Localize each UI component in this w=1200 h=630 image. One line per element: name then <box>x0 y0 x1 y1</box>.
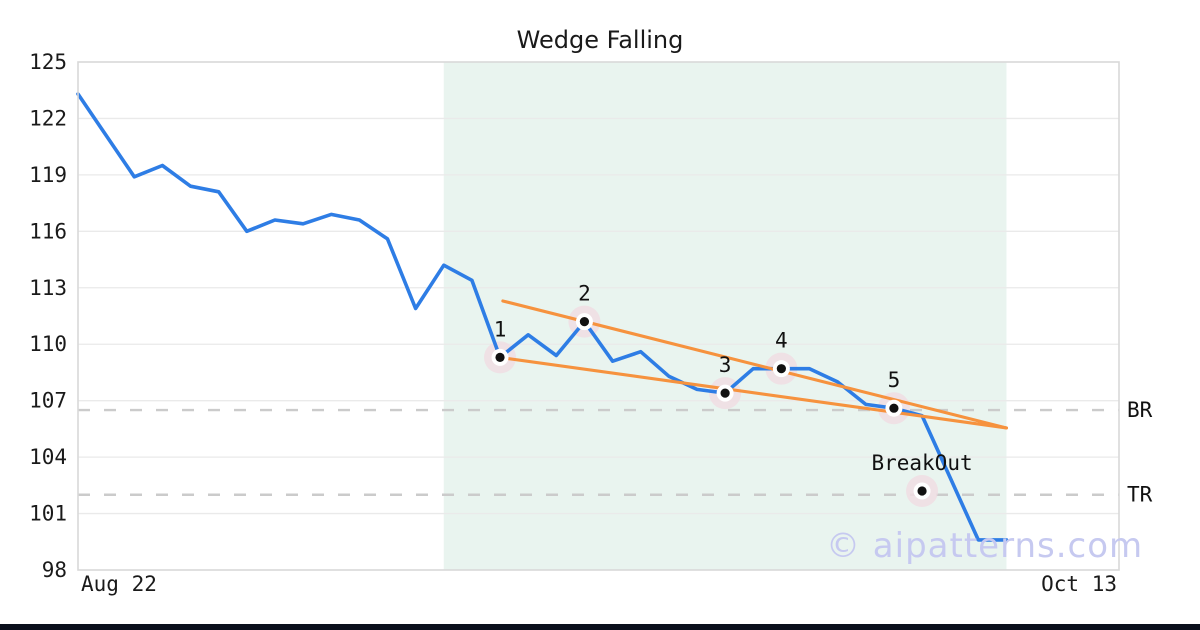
y-tick-label: 101 <box>29 502 67 526</box>
y-tick-label: 125 <box>29 50 67 74</box>
price-line <box>76 92 1009 542</box>
pivot-dot <box>917 486 927 496</box>
y-tick-label: 110 <box>29 332 67 356</box>
y-tick-label: 119 <box>29 163 67 187</box>
pivot-label-2: 2 <box>578 282 591 306</box>
watermark: © aipatterns.com <box>826 526 1144 566</box>
pivot-label-breakout: BreakOut <box>871 451 972 475</box>
y-tick-label: 107 <box>29 389 67 413</box>
pivot-dot <box>776 364 786 374</box>
pivot-dot <box>495 352 505 362</box>
y-tick-label: 116 <box>29 219 67 243</box>
pivot-dot <box>889 403 899 413</box>
pivot-label-5: 5 <box>888 368 901 392</box>
pivot-dot <box>579 317 590 327</box>
y-tick-label: 122 <box>29 106 67 130</box>
level-label-tr: TR <box>1127 483 1153 507</box>
pivot-label-1: 1 <box>494 317 507 341</box>
y-tick-label: 104 <box>29 445 67 469</box>
pivot-label-3: 3 <box>719 353 732 377</box>
pivot-dot <box>720 388 730 398</box>
x-tick-label-right: Oct 13 <box>1041 572 1117 596</box>
plot-border <box>77 61 1120 571</box>
trendline-lower <box>498 355 1009 430</box>
pivot-label-4: 4 <box>775 329 788 353</box>
y-tick-label: 98 <box>42 558 67 582</box>
y-tick-label: 113 <box>29 276 67 300</box>
chart-title: Wedge Falling <box>516 26 684 54</box>
x-tick-label-left: Aug 22 <box>81 572 157 596</box>
bottom-accent-bar <box>0 624 1200 630</box>
level-label-br: BR <box>1127 398 1153 422</box>
